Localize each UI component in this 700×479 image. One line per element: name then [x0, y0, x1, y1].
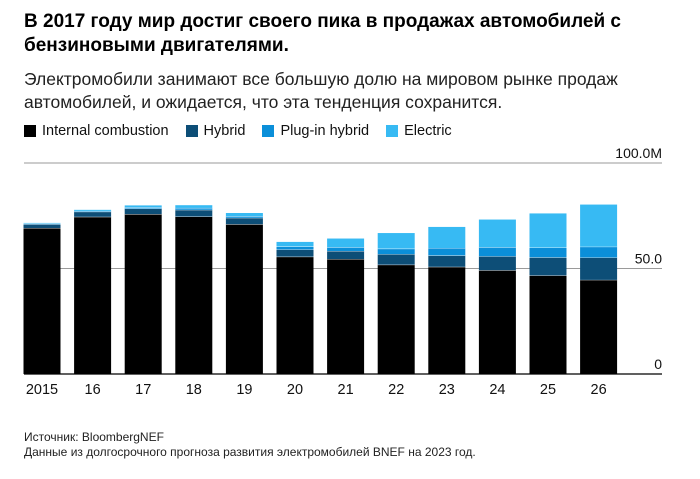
bar-segment-hybrid [529, 257, 567, 276]
x-tick-label: 26 [591, 382, 607, 398]
bar-segment-internal-combustion [225, 224, 263, 374]
legend-label-hybrid: Hybrid [203, 123, 246, 139]
bar-segment-plug-in-hybrid [175, 207, 213, 210]
bar-segment-plug-in-hybrid [327, 247, 365, 251]
x-tick-label: 17 [135, 382, 151, 398]
bar-segment-electric [529, 213, 567, 248]
bar-segment-internal-combustion [428, 266, 466, 374]
legend-swatch-electric [386, 125, 399, 137]
bar-segment-plug-in-hybrid [580, 246, 618, 258]
bar-segment-electric [74, 209, 112, 211]
bar-segment-hybrid [175, 209, 213, 217]
legend-label-plug-in-hybrid: Plug-in hybrid [280, 123, 370, 139]
bar-segment-hybrid [124, 208, 162, 215]
bar-segment-hybrid [23, 224, 61, 228]
bar-segment-electric [580, 204, 618, 247]
bar-segment-electric [478, 219, 516, 248]
bar-segment-hybrid [276, 249, 314, 257]
x-tick-label: 19 [236, 382, 252, 398]
y-tick-label: 0 [654, 356, 662, 372]
bar-segment-plug-in-hybrid [225, 216, 263, 218]
x-tick-label: 22 [388, 382, 404, 398]
x-tick-label: 16 [85, 382, 101, 398]
bar-segment-electric [276, 241, 314, 247]
bar-segment-hybrid [580, 257, 618, 280]
bar-segment-hybrid [327, 250, 365, 260]
bar-segment-plug-in-hybrid [124, 207, 162, 209]
legend: Internal combustion Hybrid Plug-in hybri… [24, 121, 469, 141]
x-tick-label: 25 [540, 382, 556, 398]
legend-item-hybrid: Hybrid [185, 123, 246, 139]
bar-segment-electric [428, 226, 466, 249]
bar-segment-electric [175, 205, 213, 208]
legend-item-plug-in-hybrid: Plug-in hybrid [262, 123, 369, 139]
bar-segment-electric [327, 238, 365, 248]
x-tick-label: 20 [287, 382, 303, 398]
bar-segment-internal-combustion [124, 214, 162, 374]
y-tick-label: 50.0 [635, 251, 662, 267]
bar-segment-internal-combustion [327, 259, 365, 374]
x-tick-label: 2015 [26, 382, 58, 398]
bar-segment-plug-in-hybrid [276, 246, 314, 250]
bar-segment-internal-combustion [175, 216, 213, 374]
source-note: Источник: BloombergNEF [24, 430, 164, 444]
bar-segment-electric [23, 222, 61, 224]
bar-segment-electric [377, 233, 415, 249]
bar-segment-plug-in-hybrid [74, 210, 112, 212]
bar-segment-hybrid [74, 211, 112, 217]
bar-segment-hybrid [225, 217, 263, 225]
bar-segment-internal-combustion [580, 279, 618, 374]
legend-swatch-plug-in-hybrid [262, 125, 275, 137]
bar-segment-hybrid [428, 255, 466, 267]
x-tick-label: 24 [489, 382, 505, 398]
y-tick-label: 100.0M [615, 145, 662, 161]
bar-segment-plug-in-hybrid [478, 247, 516, 257]
bar-segment-internal-combustion [529, 275, 567, 374]
bar-segment-plug-in-hybrid [529, 247, 567, 258]
bar-segment-plug-in-hybrid [377, 248, 415, 255]
chart-title: В 2017 году мир достиг своего пика в про… [24, 11, 621, 56]
legend-swatch-internal-combustion [24, 125, 36, 137]
bar-segment-electric [225, 213, 263, 217]
bar-segment-internal-combustion [276, 256, 314, 374]
legend-label-internal-combustion: Internal combustion [42, 123, 169, 139]
x-tick-label: 23 [439, 382, 455, 398]
bar-segment-internal-combustion [74, 216, 112, 374]
bar-segment-hybrid [377, 254, 415, 265]
bar-segment-electric [124, 205, 162, 208]
legend-item-electric: Electric [386, 123, 452, 139]
x-tick-label: 18 [186, 382, 202, 398]
legend-item-internal-combustion: Internal combustion [24, 123, 169, 139]
bar-segment-plug-in-hybrid [428, 248, 466, 256]
data-note: Данные из долгосрочного прогноза развити… [24, 445, 476, 459]
bar-segment-hybrid [478, 256, 516, 271]
legend-label-electric: Electric [404, 123, 452, 139]
bar-segment-internal-combustion [478, 270, 516, 374]
x-tick-label: 21 [338, 382, 354, 398]
chart-subtitle: Электромобили занимают все большую долю … [24, 69, 618, 112]
bar-segment-internal-combustion [377, 264, 415, 374]
bar-segment-internal-combustion [23, 227, 61, 374]
legend-swatch-hybrid [185, 125, 198, 137]
